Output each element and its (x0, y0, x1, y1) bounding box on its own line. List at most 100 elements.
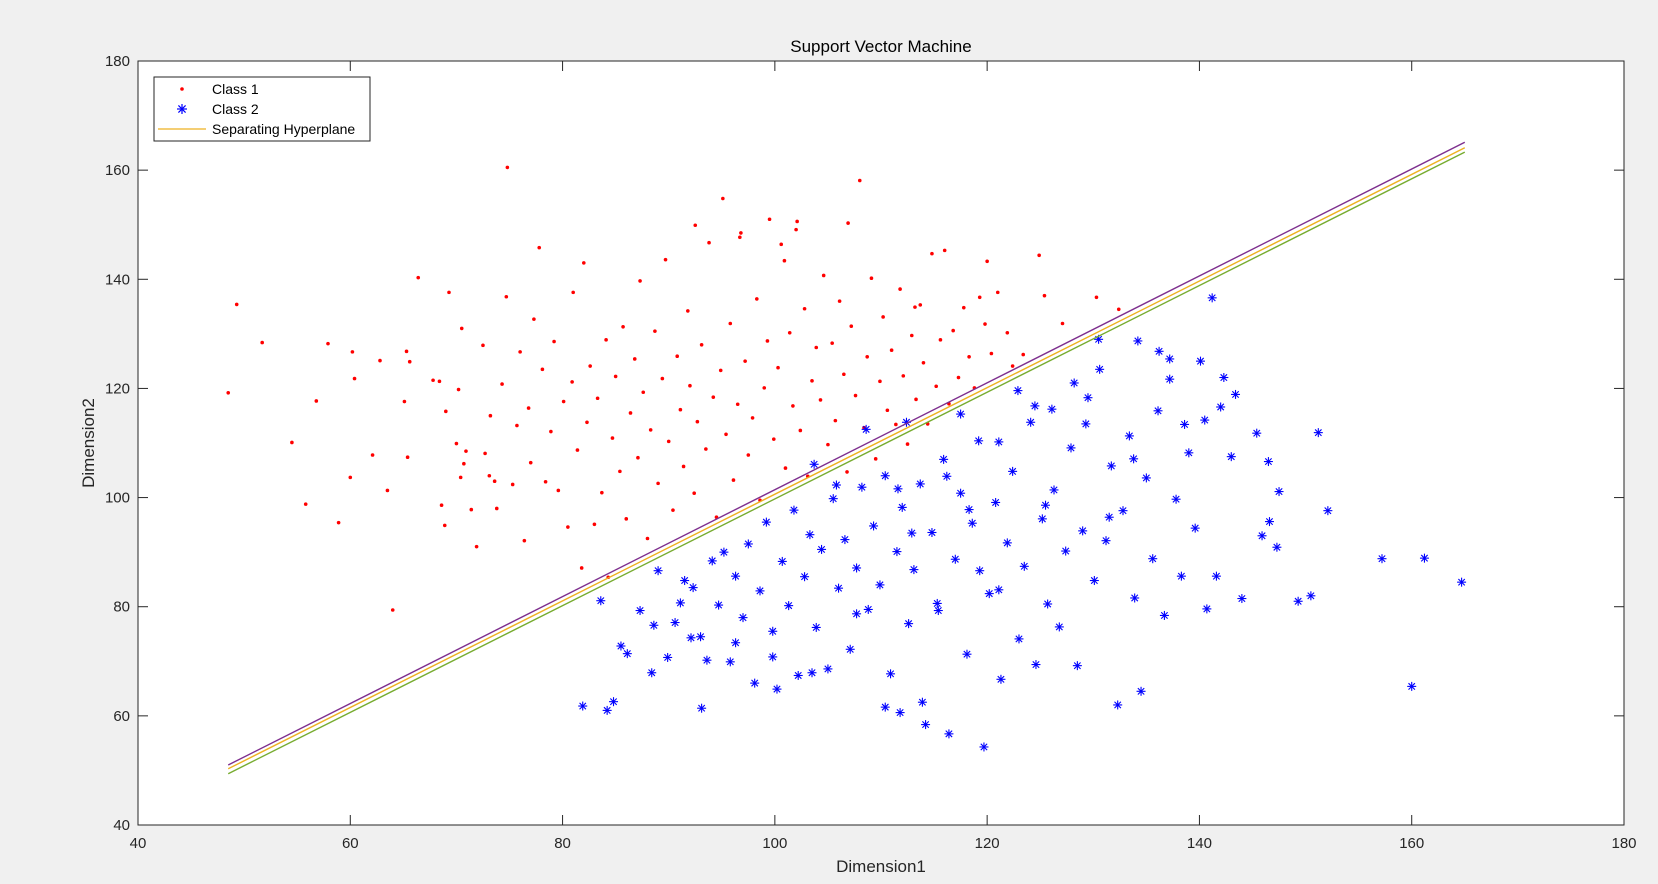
class1-point (905, 442, 910, 446)
class1-point (837, 299, 842, 303)
class1-point (566, 525, 570, 529)
class2-point (1231, 389, 1241, 399)
class1-point (711, 395, 716, 399)
class1-point (570, 380, 574, 384)
class2-point (869, 521, 879, 531)
class1-point (442, 523, 447, 528)
class2-point (1002, 538, 1012, 548)
class1-point (750, 416, 755, 420)
class1-point (604, 338, 608, 342)
class2-point (933, 606, 943, 616)
class2-point (944, 729, 954, 739)
class2-point (964, 505, 974, 515)
class2-point (1154, 346, 1164, 356)
class2-point (1165, 354, 1175, 364)
class1-point (878, 379, 882, 384)
class2-point (1252, 428, 1262, 438)
class1-point (849, 324, 854, 329)
class2-point (809, 459, 819, 469)
class1-point (818, 398, 823, 402)
class1-point (983, 322, 987, 326)
class2-point (1195, 356, 1205, 366)
class2-point (1030, 401, 1040, 411)
y-tick-label: 140 (105, 271, 130, 288)
class1-point (303, 502, 308, 506)
class1-point (918, 303, 923, 307)
class1-point (1116, 307, 1121, 312)
class2-point (1043, 599, 1053, 609)
class1-point (678, 407, 683, 412)
class2-point (1019, 561, 1029, 571)
class1-point (540, 367, 545, 372)
class2-point (702, 655, 712, 665)
x-tick-label: 60 (342, 835, 359, 852)
class1-point (718, 368, 723, 373)
class1-point (783, 466, 788, 470)
class2-point (939, 454, 949, 464)
class2-point (675, 598, 685, 608)
class1-point (474, 544, 479, 549)
class1-point (579, 566, 584, 570)
class2-point (697, 703, 707, 713)
class2-point (1207, 293, 1217, 303)
class2-point (1237, 594, 1247, 604)
class2-point (670, 618, 680, 628)
chart-title: Support Vector Machine (790, 37, 971, 56)
class2-point (994, 437, 1004, 447)
class2-point (1081, 419, 1091, 429)
class2-point (725, 657, 735, 667)
class2-point (649, 620, 659, 630)
class1-point (456, 387, 461, 392)
class1-point (595, 396, 600, 401)
class1-point (985, 259, 989, 264)
class2-point (635, 606, 645, 616)
class2-point (616, 641, 626, 651)
class1-point (791, 404, 795, 408)
legend-hyperplane-label: Separating Hyperplane (212, 121, 355, 137)
class2-point (1263, 457, 1273, 467)
class1-point (390, 608, 395, 612)
class1-point (556, 488, 561, 493)
class1-point (656, 481, 660, 486)
class2-point (834, 583, 844, 593)
x-tick-label: 160 (1399, 835, 1424, 852)
class1-point (488, 413, 493, 418)
class2-point (875, 580, 885, 590)
x-tick-label: 40 (130, 835, 147, 852)
class1-point (621, 324, 625, 329)
class2-point (750, 678, 760, 688)
class2-point (622, 649, 632, 659)
x-axis-label: Dimension1 (836, 857, 926, 876)
class2-point (950, 554, 960, 564)
class1-point (901, 374, 906, 378)
tick-layer: 40 60 80 100 120 140 160 180 40 60 80 100 120 140 160 1… (105, 53, 1637, 852)
class1-point (663, 257, 668, 262)
class2-point (857, 482, 867, 492)
class1-point (624, 517, 629, 521)
class2-point (1159, 610, 1169, 620)
separating-hyperplane-line (227, 147, 1466, 770)
class1-point (762, 386, 767, 390)
legend-box (153, 76, 371, 142)
class1-point (628, 411, 633, 415)
class1-point (704, 447, 708, 451)
class2-point (1136, 686, 1146, 696)
class1-point (326, 341, 330, 346)
class1-point (765, 339, 770, 343)
class1-point (989, 351, 994, 356)
class2-point (1118, 506, 1128, 516)
class2-point (784, 601, 794, 611)
y-tick-label: 60 (113, 708, 130, 725)
class2-point (1211, 571, 1221, 581)
class1-point (743, 359, 747, 363)
x-tick-label: 100 (762, 835, 787, 852)
class2-point (886, 669, 896, 679)
class2-point (1031, 660, 1041, 670)
class2-point (817, 544, 827, 554)
class2-point (1323, 506, 1333, 516)
class2-point (907, 528, 917, 538)
legend: Class 1 Class 2 Separating Hyperplane (153, 76, 371, 142)
class2-point (823, 664, 833, 674)
class1-point (771, 437, 776, 441)
class1-point (537, 245, 542, 250)
